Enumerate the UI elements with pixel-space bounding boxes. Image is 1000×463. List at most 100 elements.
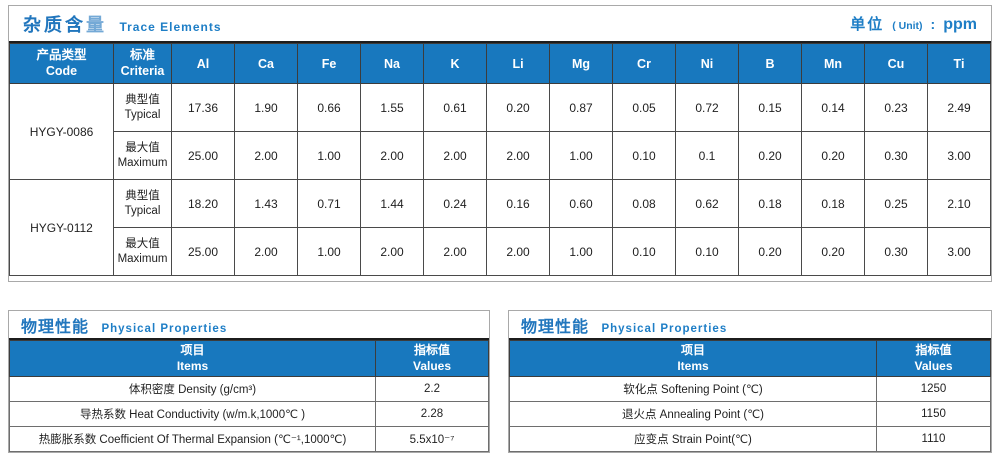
col-header-values-en: Values	[412, 358, 452, 373]
trace-table-row: 最大值 Maximum 25.00 2.00 1.00 2.00 2.00 2.00 1.00 0…	[10, 131, 991, 180]
col-header-values: 指标值 Values	[375, 340, 489, 377]
element-value-cell: 3.00	[927, 131, 991, 180]
element-column-header: Al	[171, 43, 235, 84]
col-header-criteria-zh: 标准	[129, 47, 155, 62]
criteria-cell: 典型值 Typical	[113, 179, 172, 228]
element-value-cell: 25.00	[171, 131, 235, 180]
property-item-cell: 软化点 Softening Point (℃)	[509, 376, 877, 402]
element-value-cell: 0.20	[801, 131, 865, 180]
criteria-label-en: Typical	[124, 204, 161, 217]
element-value-cell: 2.00	[486, 131, 550, 180]
criteria-label-en: Typical	[124, 108, 161, 121]
element-column-header: Na	[360, 43, 424, 84]
element-value-cell: 0.71	[297, 179, 361, 228]
physical-table-row: 热膨胀系数 Coefficient Of Thermal Expansion (…	[9, 426, 489, 452]
physical-table-row: 软化点 Softening Point (℃) 1250	[509, 376, 991, 402]
element-value-cell: 0.20	[738, 227, 802, 276]
element-value-cell: 0.61	[423, 83, 487, 132]
physical-left-table: 项目 Items 指标值 Values 体积密度 Density (g/cm³)…	[9, 340, 489, 452]
physical-right-title-zh: 物理性能	[521, 318, 590, 336]
element-value-cell: 0.20	[486, 83, 550, 132]
element-value-cell: 0.08	[612, 179, 676, 228]
physical-right-title: 物理性能 Physical Properties	[521, 313, 727, 337]
physical-right-table: 项目 Items 指标值 Values 软化点 Softening Point …	[509, 340, 991, 452]
element-value-cell: 1.90	[234, 83, 298, 132]
property-value-cell: 1150	[876, 401, 991, 427]
physical-left-title: 物理性能 Physical Properties	[21, 313, 227, 337]
col-header-criteria: 标准 Criteria	[113, 43, 172, 84]
element-value-cell: 2.49	[927, 83, 991, 132]
physical-table-row: 退火点 Annealing Point (℃) 1150	[509, 401, 991, 427]
element-value-cell: 18.20	[171, 179, 235, 228]
col-header-items-en: Items	[677, 358, 709, 373]
physical-left-title-bar: 物理性能 Physical Properties	[9, 311, 489, 340]
physical-properties-panel-left: 物理性能 Physical Properties 项目 Items 指标值 Va…	[8, 310, 490, 453]
element-value-cell: 1.00	[549, 131, 613, 180]
trace-table-row: HYGY-0086 典型值 Typical 17.36 1.90 0.66 1.55 0.61…	[9, 83, 991, 180]
element-value-cell: 2.00	[423, 131, 487, 180]
element-column-header: Mg	[549, 43, 613, 84]
element-value-cell: 2.00	[234, 131, 298, 180]
element-value-cell: 0.25	[864, 179, 928, 228]
criteria-cell: 最大值 Maximum	[113, 131, 172, 180]
element-value-cell: 2.00	[234, 227, 298, 276]
trace-header-row: 产品类型 Code 标准 Criteria Al Ca Fe Na K Li Mg Cr Ni B…	[9, 43, 991, 84]
criteria-label-zh: 最大值	[125, 237, 160, 250]
element-column-header: B	[738, 43, 802, 84]
element-value-cell: 2.00	[360, 227, 424, 276]
element-value-cell: 25.00	[171, 227, 235, 276]
col-header-code-en: Code	[45, 63, 78, 78]
property-value-cell: 5.5x10⁻⁷	[375, 426, 489, 452]
unit-separator: :	[930, 16, 936, 32]
element-value-cell: 0.20	[738, 131, 802, 180]
element-value-cell: 0.18	[738, 179, 802, 228]
element-value-cell: 0.05	[612, 83, 676, 132]
col-header-criteria-en: Criteria	[120, 63, 165, 78]
col-header-items: 项目 Items	[9, 340, 376, 377]
property-value-cell: 2.2	[375, 376, 489, 402]
element-value-cell: 1.55	[360, 83, 424, 132]
element-value-cell: 0.16	[486, 179, 550, 228]
col-header-code: 产品类型 Code	[9, 43, 114, 84]
trace-title-zh-last: 量	[86, 14, 107, 35]
property-item-cell: 热膨胀系数 Coefficient Of Thermal Expansion (…	[9, 426, 376, 452]
element-column-header: Mn	[801, 43, 865, 84]
col-header-items-en: Items	[176, 358, 209, 373]
element-value-cell: 0.15	[738, 83, 802, 132]
property-item-cell: 应变点 Strain Point(℃)	[509, 426, 877, 452]
element-column-header: Cr	[612, 43, 676, 84]
element-value-cell: 1.00	[297, 227, 361, 276]
property-item-cell: 退火点 Annealing Point (℃)	[509, 401, 877, 427]
element-value-cell: 0.60	[549, 179, 613, 228]
col-header-items-zh: 项目	[180, 342, 205, 357]
trace-elements-panel: 杂质含量 Trace Elements 单位 ( Unit) : ppm 产品类…	[8, 5, 992, 282]
element-value-cell: 3.00	[927, 227, 991, 276]
unit-en: ( Unit)	[892, 20, 923, 32]
physical-properties-panel-right: 物理性能 Physical Properties 项目 Items 指标值 Va…	[508, 310, 992, 453]
physical-right-title-bar: 物理性能 Physical Properties	[509, 311, 991, 340]
element-value-cell: 0.66	[297, 83, 361, 132]
trace-table-row: HYGY-0112 典型值 Typical 18.20 1.43 0.71 1.44 0.24…	[9, 179, 991, 276]
product-code-cell: HYGY-0086	[9, 83, 114, 180]
element-value-cell: 0.30	[864, 131, 928, 180]
col-header-items: 项目 Items	[509, 340, 877, 377]
property-value-cell: 1250	[876, 376, 991, 402]
physical-right-header-row: 项目 Items 指标值 Values	[509, 340, 991, 377]
element-value-cell: 2.10	[927, 179, 991, 228]
property-item-cell: 体积密度 Density (g/cm³)	[9, 376, 376, 402]
trace-elements-table: 产品类型 Code 标准 Criteria Al Ca Fe Na K Li Mg Cr Ni B…	[9, 43, 991, 276]
col-header-values-zh: 指标值	[413, 342, 450, 357]
element-value-cell: 2.00	[423, 227, 487, 276]
criteria-label-zh: 最大值	[125, 141, 160, 154]
element-value-cell: 0.1	[675, 131, 739, 180]
element-column-header: Cu	[864, 43, 928, 84]
trace-title-en: Trace Elements	[119, 19, 222, 34]
element-value-cell: 1.43	[234, 179, 298, 228]
physical-table-row: 导热系数 Heat Conductivity (w/m.k,1000℃ ) 2.2…	[9, 401, 489, 427]
physical-right-title-en: Physical Properties	[601, 322, 728, 335]
property-value-cell: 1110	[876, 426, 991, 452]
element-value-cell: 0.23	[864, 83, 928, 132]
unit-label: 单位 ( Unit) : ppm	[850, 13, 977, 34]
trace-title-zh: 杂质含	[23, 14, 86, 35]
trace-title-bar: 杂质含量 Trace Elements 单位 ( Unit) : ppm	[9, 6, 991, 43]
